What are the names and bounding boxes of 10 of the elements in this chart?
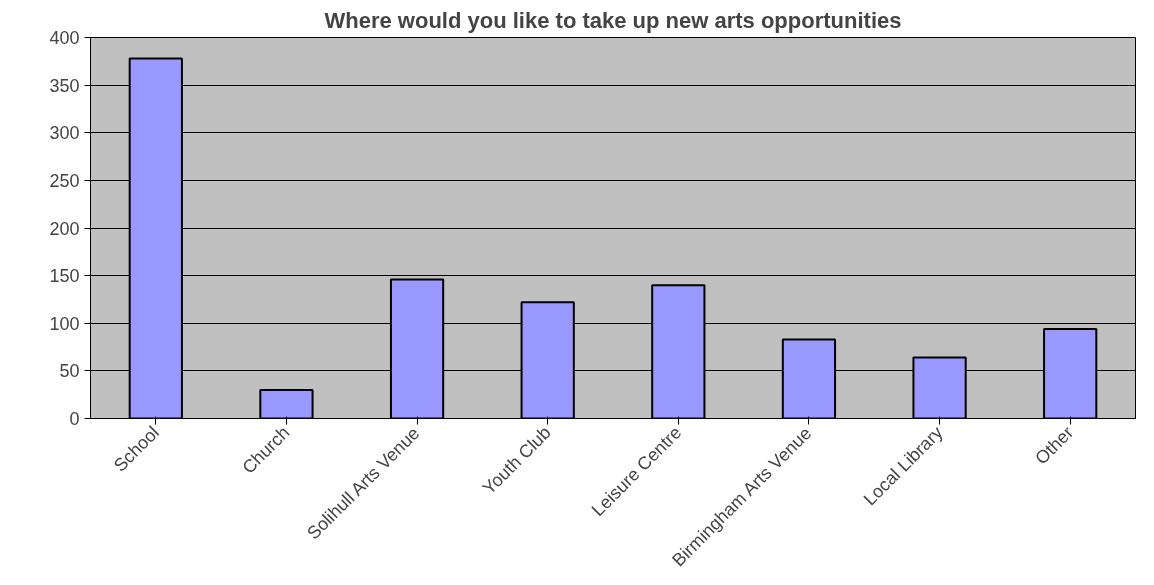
y-tick-label: 150 — [49, 266, 80, 287]
y-tick-label: 300 — [49, 123, 80, 144]
y-tick-label: 200 — [49, 218, 80, 239]
chart-title: Where would you like to take up new arts opportunities — [324, 7, 902, 33]
y-tick-label: 350 — [49, 75, 80, 96]
y-tick-label: 400 — [49, 28, 80, 48]
y-tick-label: 0 — [69, 409, 80, 429]
y-tick-label: 100 — [49, 313, 80, 334]
y-tick-label: 50 — [59, 361, 80, 382]
y-tick-label: 250 — [49, 170, 80, 191]
